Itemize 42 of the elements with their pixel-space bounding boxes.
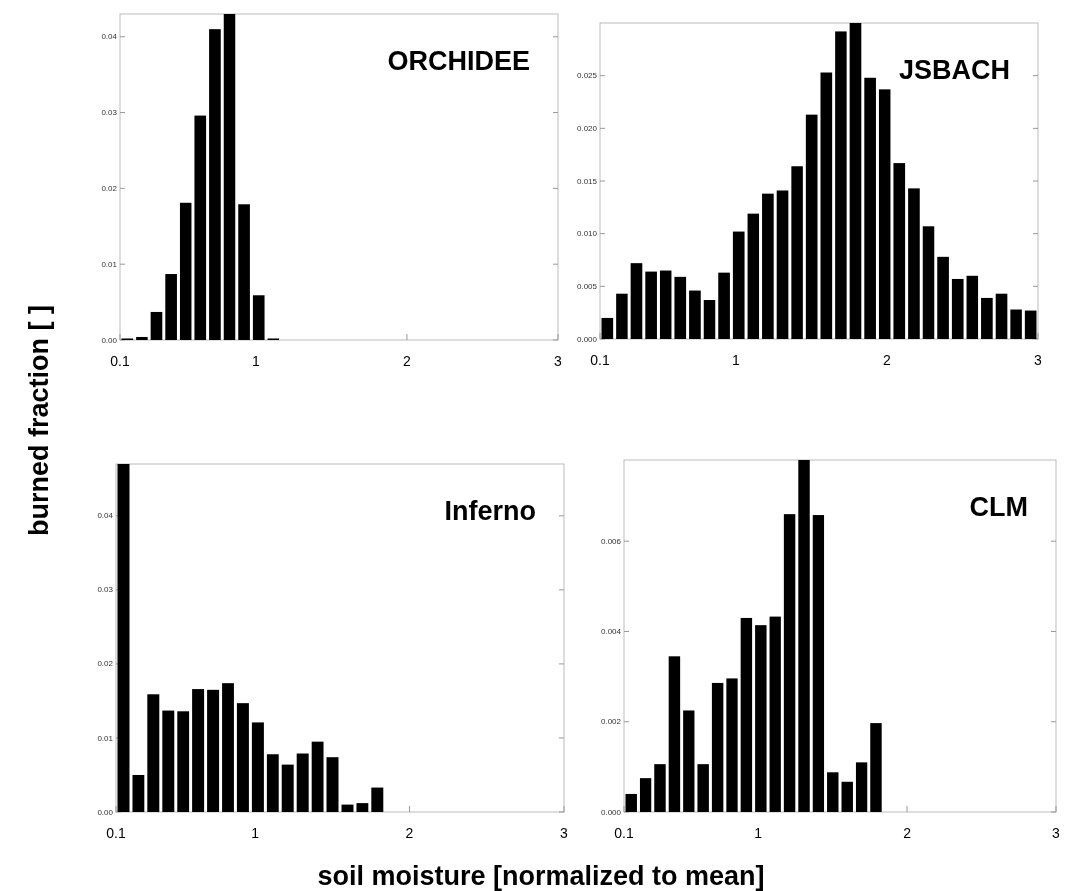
x-tick-label: 1: [252, 353, 261, 369]
x-tick-label: 1: [251, 825, 260, 841]
x-tick-label: 1: [754, 825, 763, 841]
y-axis-title: burned fraction [ ]: [24, 305, 54, 536]
x-tick-label: 0.1: [590, 352, 610, 368]
text: ORCHIDEE: [387, 46, 530, 76]
x-tick-label: 2: [405, 825, 414, 841]
text: JSBACH: [898, 55, 1010, 85]
x-axis-title: soil moisture [normalized to mean]: [317, 861, 765, 891]
x-tick-label: 3: [560, 825, 569, 841]
y-tick-label: 0.000: [600, 807, 622, 817]
y-tick-label: 0.020: [576, 123, 598, 133]
x-tick-label: 3: [1034, 352, 1043, 368]
y-tick-label: 0.005: [576, 281, 598, 291]
y-tick-label: 0.02: [101, 183, 118, 193]
y-tick-label: 0.00: [101, 335, 118, 345]
y-tick-label: 0.015: [576, 176, 598, 186]
y-tick-label: 0.03: [101, 108, 118, 118]
y-tick-label: 0.01: [97, 733, 114, 743]
y-tick-label: 0.006: [600, 536, 622, 546]
x-tick-label: 0.1: [614, 825, 634, 841]
x-tick-label: 0.1: [106, 825, 126, 841]
x-tick-label: 3: [554, 353, 563, 369]
x-tick-label: 0.1: [110, 353, 130, 369]
x-tick-label: 3: [1052, 825, 1061, 841]
y-tick-label: 0.002: [600, 717, 622, 727]
x-tick-label: 2: [403, 353, 412, 369]
x-tick-label: 2: [883, 352, 892, 368]
y-tick-label: 0.025: [576, 71, 598, 81]
y-tick-label: 0.000: [576, 334, 598, 344]
y-tick-label: 0.02: [97, 659, 114, 669]
y-tick-label: 0.04: [97, 511, 114, 521]
y-tick-label: 0.00: [97, 807, 114, 817]
text: CLM: [969, 492, 1028, 522]
text: Inferno: [444, 496, 536, 526]
y-tick-label: 0.04: [101, 32, 118, 42]
y-tick-label: 0.004: [600, 627, 622, 637]
x-tick-label: 1: [732, 352, 741, 368]
y-tick-label: 0.010: [576, 229, 598, 239]
x-tick-label: 2: [903, 825, 912, 841]
y-tick-label: 0.03: [97, 585, 114, 595]
y-tick-label: 0.01: [101, 259, 118, 269]
